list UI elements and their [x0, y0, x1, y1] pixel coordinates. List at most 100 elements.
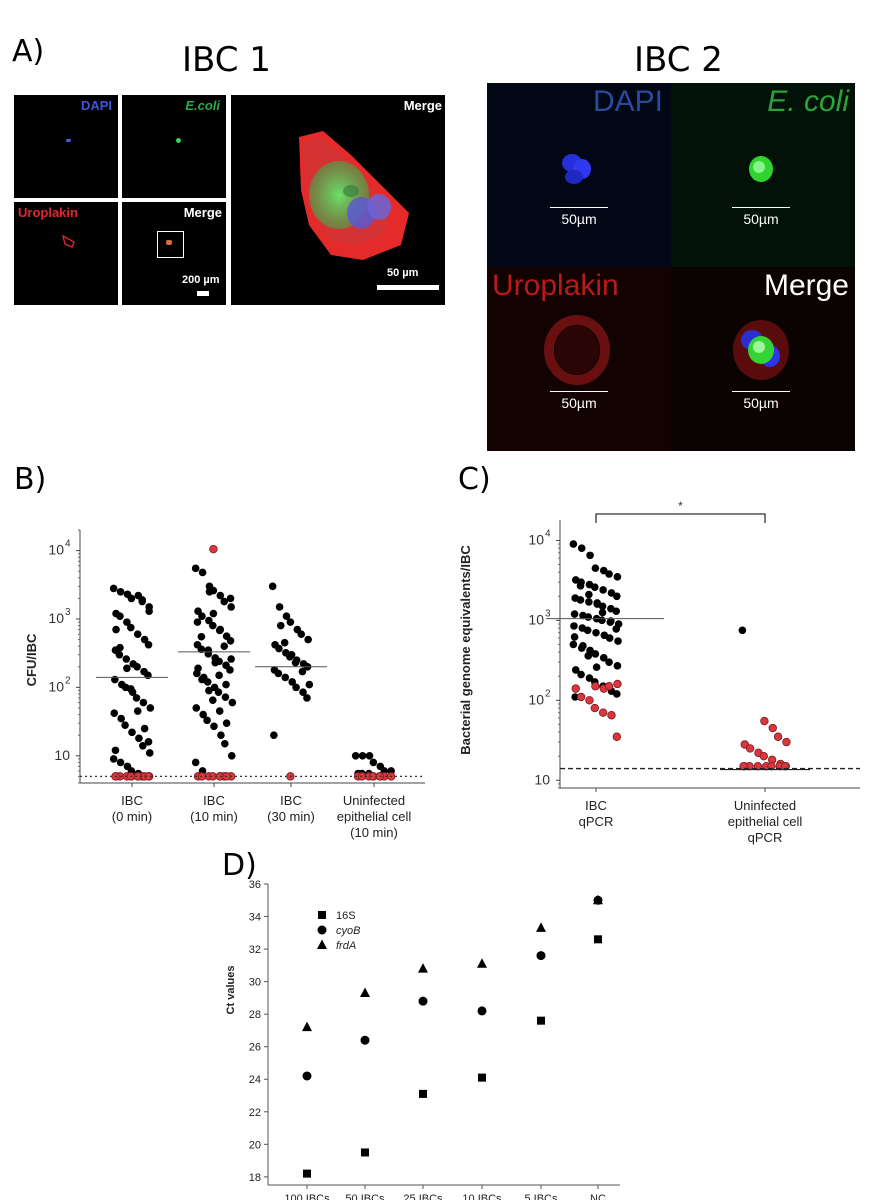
ibc2-ecoli-tile: E. coli 50µm [671, 83, 855, 267]
data-point-frda [536, 922, 546, 932]
y-tick-label: 10 [54, 747, 70, 763]
data-point-black [123, 618, 131, 626]
data-point-black [282, 612, 291, 620]
data-point-black [197, 632, 206, 641]
data-point-black [112, 625, 120, 634]
data-point-black [605, 634, 614, 642]
ibc1-merge-large-tile: Merge 50 µm [231, 95, 445, 305]
data-point-black [209, 621, 217, 630]
data-point-black [227, 603, 235, 611]
data-point-black [215, 707, 224, 715]
data-point-black [110, 709, 119, 717]
data-point-black [570, 610, 579, 618]
y-axis-label: Bacterial genome equivalents/IBC [458, 545, 473, 755]
data-point-black [145, 749, 154, 757]
x-tick-label: 5 IBCs [524, 1193, 558, 1200]
data-point-black [226, 636, 235, 645]
data-point-black [220, 642, 229, 651]
data-point-black [351, 751, 360, 760]
x-tick-label: NC [590, 1193, 606, 1200]
data-point-black [281, 673, 290, 682]
data-point-black [585, 598, 593, 606]
data-point-black [304, 635, 312, 644]
ibc2-dapi-scalebar [550, 207, 608, 208]
data-point-black [613, 573, 622, 581]
data-point-black [598, 616, 606, 625]
data-point-black [598, 608, 607, 617]
data-point-black [576, 596, 585, 604]
data-point-black [211, 658, 219, 667]
data-point-red [768, 723, 777, 733]
data-point-frda [302, 1021, 312, 1032]
data-point-black [599, 654, 608, 662]
data-point-black [121, 721, 129, 729]
data-point-red [745, 744, 755, 753]
ibc1-ecoli-label: E.coli [185, 98, 220, 113]
data-point-black [614, 637, 622, 645]
x-tick-label: IBC [585, 798, 607, 813]
data-point-red [604, 682, 614, 691]
x-tick-label: epithelial cell [728, 814, 803, 829]
x-tick-label: (30 min) [267, 809, 315, 824]
data-point-black [275, 644, 283, 653]
ibc2-uroplakin-tile: Uroplakin 50µm [487, 267, 671, 451]
x-tick-label: IBC [121, 793, 143, 808]
data-point-frda [593, 894, 603, 905]
data-point-black [613, 662, 622, 670]
ibc1-cell-image [299, 131, 409, 260]
ibc2-dapi-label: DAPI [592, 85, 663, 118]
data-point-black [209, 696, 217, 704]
data-point-black [275, 603, 284, 611]
data-point-black [612, 625, 621, 633]
ibc1-merge-small-label: Merge [183, 205, 222, 220]
ibc2-merge-tile: Merge 50µm [671, 267, 855, 451]
data-point-cyob [418, 996, 428, 1006]
y-tick-label: 22 [249, 1107, 261, 1119]
data-point-16s [361, 1148, 369, 1157]
ibc2-merge-scale-label: 50µm [743, 395, 779, 411]
data-point-frda [360, 987, 370, 998]
data-point-black [577, 670, 585, 679]
data-point-black [228, 698, 237, 707]
ibc1-ecoli-tile: E.coli [122, 95, 226, 198]
data-point-red [759, 751, 768, 761]
ibc1-uroplakin-label: Uroplakin [18, 205, 78, 220]
data-point-black [109, 584, 118, 593]
data-point-red [576, 692, 586, 702]
ibc2-merge-signal [733, 320, 789, 380]
y-tick-label: 10 [528, 531, 544, 547]
ibc1-ecoli-signal [176, 138, 181, 143]
data-point-black [193, 618, 202, 626]
ibc2-title: IBC 2 [634, 40, 723, 80]
y-tick-label: 36 [249, 880, 261, 891]
y-tick-label: 32 [249, 944, 261, 956]
data-point-black [612, 607, 621, 616]
y-tick-label: 30 [249, 977, 261, 989]
data-point-black [585, 590, 593, 599]
data-point-black [227, 655, 235, 663]
ibc1-dapi-label: DAPI [80, 98, 112, 113]
data-point-red [773, 732, 783, 741]
data-point-black [303, 694, 311, 702]
data-point-black [215, 671, 223, 680]
ibc2-ecoli-label: E. coli [767, 85, 849, 118]
data-point-black [128, 728, 136, 737]
data-point-black [145, 607, 153, 615]
data-point-black [140, 635, 149, 644]
panel-a-letter: A) [12, 34, 45, 69]
ibc2-uroplakin-signal [544, 315, 610, 385]
data-point-black [204, 646, 213, 654]
data-point-cyob [536, 951, 546, 961]
data-point-frda [418, 963, 428, 973]
data-point-black [144, 738, 153, 746]
ibc1-scale-large-label: 50 µm [387, 267, 419, 279]
data-point-black [593, 599, 601, 607]
y-tick-exponent: 4 [65, 539, 71, 550]
data-point-black [139, 698, 148, 707]
data-point-black [268, 582, 277, 591]
data-point-black [571, 666, 580, 674]
panel-b-letter: B) [14, 462, 47, 497]
y-tick-exponent: 2 [545, 688, 551, 699]
data-point-black [605, 658, 613, 666]
legend-label-16s: 16S [336, 910, 356, 922]
